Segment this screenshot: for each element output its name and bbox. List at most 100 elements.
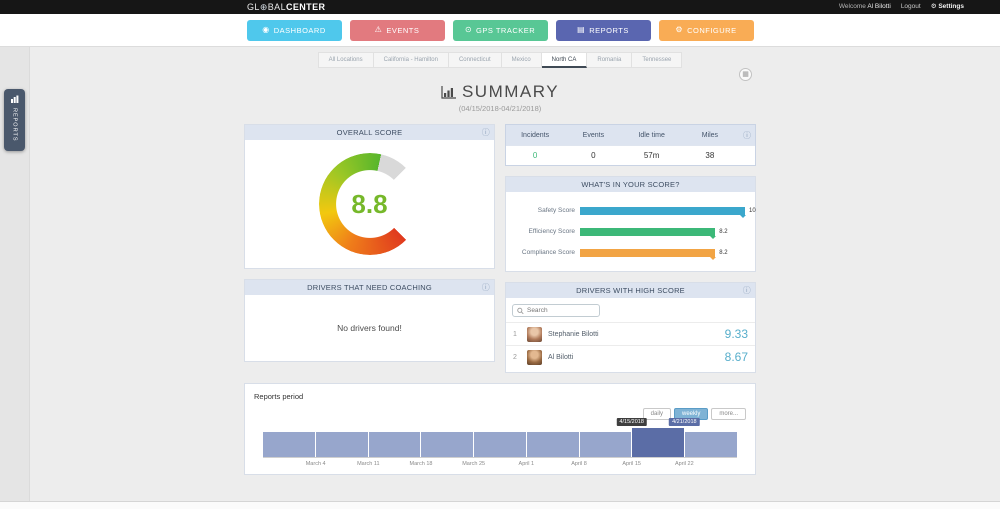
username: Al Bilotti	[867, 3, 891, 10]
driver-name: Al Bilotti	[548, 353, 574, 361]
timeline-tick-label: March 25	[462, 461, 486, 467]
timeline-week-bar[interactable]	[368, 432, 421, 457]
summary-chart-icon	[441, 85, 456, 99]
score-bar-fill: 8.2	[580, 227, 728, 239]
driver-row[interactable]: 1 Stephanie Bilotti 9.33	[506, 322, 755, 345]
timeline-week-bar[interactable]	[685, 432, 738, 457]
info-icon[interactable]: ⓘ	[742, 285, 751, 295]
gear-icon: ⚙	[930, 3, 937, 10]
timeline-bars: 4/15/2018 4/21/2018	[263, 418, 738, 458]
reports-period-card: Reports period daily weekly more... 4/15…	[244, 383, 756, 475]
score-bar-row: Efficiency Score 8.2	[506, 227, 745, 239]
widget-menu-button[interactable]: ▦	[739, 68, 752, 81]
timeline-week-bar[interactable]	[632, 428, 685, 457]
timeline-tick-label: April 1	[518, 461, 535, 467]
score-breakdown-card: WHAT'S IN YOUR SCORE? Safety Score 10	[505, 176, 756, 272]
nav-reports-label: REPORTS	[589, 25, 629, 35]
score-bar-value: 8.2	[719, 228, 728, 235]
stats-header-incidents: Incidents	[521, 131, 550, 139]
driver-name: Stephanie Bilotti	[548, 330, 599, 338]
timeline-week-bar[interactable]	[526, 432, 579, 457]
report-chart-icon	[11, 95, 19, 103]
coaching-card-title: DRIVERS THAT NEED COACHING	[307, 283, 432, 292]
driver-avatar	[527, 326, 542, 342]
nav-configure-label: CONFIGURE	[687, 25, 737, 35]
score-bar-fill: 10	[580, 206, 756, 218]
dashboard-grid: OVERALL SCORE ⓘ 8.8 DRIVERS THAT NEED CO…	[244, 124, 756, 475]
tab-tennessee[interactable]: Tennessee	[632, 52, 683, 68]
score-bar-label: Compliance Score	[521, 249, 575, 256]
timeline-tick-label: March 18	[409, 461, 433, 467]
logo-text-bold: CENTER	[285, 2, 326, 12]
content-area: REPORTS All Locations California - Hamil…	[0, 47, 1000, 501]
tab-romania[interactable]: Romania	[587, 52, 633, 68]
timeline-week-bar[interactable]	[579, 432, 632, 457]
settings-label: Settings	[938, 3, 964, 10]
coaching-card: DRIVERS THAT NEED COACHING ⓘ No drivers …	[244, 279, 495, 362]
score-bar-value: 8.2	[719, 249, 728, 256]
timeline-week-bar[interactable]	[315, 432, 368, 457]
stats-header-miles: Miles	[701, 131, 719, 139]
timeline-week-bar[interactable]	[474, 432, 526, 457]
overall-score-title: OVERALL SCORE	[336, 128, 403, 137]
stats-value-idle-time: 57m	[643, 151, 660, 160]
nav-configure-button[interactable]: ⚙ CONFIGURE	[658, 19, 754, 41]
stats-header-idle-time: Idle time	[638, 131, 665, 139]
stats-value-events: 0	[591, 151, 596, 160]
date-range: (04/15/2018-04/21/2018)	[458, 104, 542, 113]
stats-header-events: Events	[582, 131, 605, 139]
timeline-week-bar[interactable]	[421, 432, 474, 457]
daily-button[interactable]: daily	[642, 408, 671, 420]
nav-reports-button[interactable]: ▤ REPORTS	[555, 19, 651, 41]
nav-dashboard-button[interactable]: ◉ DASHBOARD	[246, 19, 342, 41]
configure-icon: ⚙	[675, 25, 684, 34]
welcome-text: Welcome Al Bilotti	[838, 3, 891, 10]
high-score-card: DRIVERS WITH HIGH SCORE ⓘ 1 Stephanie Bi…	[505, 282, 756, 373]
nav-events-button[interactable]: ⚠ EVENTS	[349, 19, 445, 41]
location-tabs: All Locations California - Hamilton Conn…	[0, 47, 1000, 68]
coaching-empty-message: No drivers found!	[337, 323, 402, 333]
tab-california-hamilton[interactable]: California - Hamilton	[373, 52, 449, 68]
tab-north-ca[interactable]: North CA	[541, 52, 588, 68]
score-bar-track: 10	[580, 206, 756, 218]
page-footer	[0, 501, 1000, 509]
score-bar-label: Safety Score	[537, 207, 575, 214]
events-icon: ⚠	[374, 25, 383, 34]
search-input[interactable]	[526, 307, 595, 314]
driver-row[interactable]: 2 Al Bilotti 8.67	[506, 345, 755, 368]
timeline-tick-label: March 11	[357, 461, 380, 467]
page-title-text: SUMMARY	[461, 82, 560, 101]
timeline-tick-label: April 15	[622, 461, 641, 467]
score-bar-label: Efficiency Score	[528, 228, 575, 235]
info-icon[interactable]: ⓘ	[743, 130, 751, 140]
info-icon[interactable]: ⓘ	[481, 127, 490, 137]
app-logo[interactable]: GL⊕BALCENTER	[247, 2, 325, 12]
timeline-selection-end: 4/21/2018	[669, 418, 700, 426]
logout-link[interactable]: Logout	[900, 3, 921, 10]
nav-gps-tracker-button[interactable]: ⊙ GPS TRACKER	[452, 19, 548, 41]
driver-avatar	[527, 349, 542, 365]
tab-all-locations[interactable]: All Locations	[317, 52, 374, 68]
score-bar-track: 8.2	[580, 248, 745, 260]
overall-score-value: 8.8	[351, 188, 388, 219]
high-score-title: DRIVERS WITH HIGH SCORE	[576, 286, 685, 295]
tab-mexico[interactable]: Mexico	[501, 52, 542, 68]
driver-search[interactable]	[512, 304, 600, 317]
reports-side-tab[interactable]: REPORTS	[4, 89, 25, 151]
stats-value-miles: 38	[705, 151, 715, 160]
score-bar-fill: 8.2	[580, 248, 728, 260]
tab-connecticut[interactable]: Connecticut	[448, 52, 502, 68]
score-breakdown-title: WHAT'S IN YOUR SCORE?	[581, 180, 680, 189]
more-button[interactable]: more...	[711, 408, 746, 420]
overall-score-gauge: 8.8	[318, 153, 421, 255]
search-icon	[517, 307, 524, 314]
settings-link[interactable]: ⚙ Settings	[931, 2, 964, 12]
score-bar-track: 8.2	[580, 227, 745, 239]
info-icon[interactable]: ⓘ	[481, 282, 490, 292]
page-title: SUMMARY	[0, 82, 1000, 102]
timeline-week-bar[interactable]	[263, 432, 315, 457]
overall-score-card: OVERALL SCORE ⓘ 8.8	[244, 124, 495, 269]
stats-value-incidents: 0	[532, 151, 538, 160]
timeline-tick-label: March 4	[305, 461, 326, 467]
left-column: OVERALL SCORE ⓘ 8.8 DRIVERS THAT NEED CO…	[244, 124, 495, 362]
